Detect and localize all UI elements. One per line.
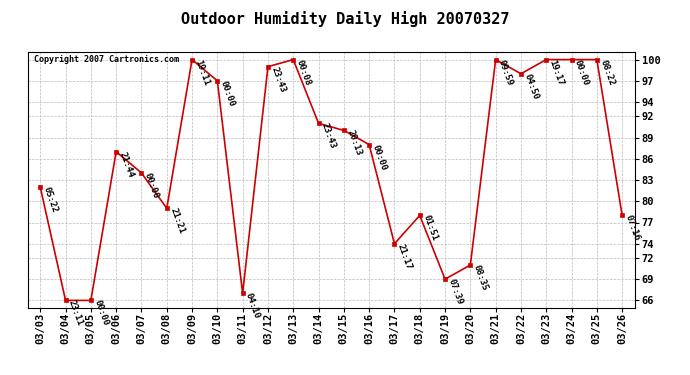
Text: 21:21: 21:21	[168, 207, 186, 235]
Text: 20:13: 20:13	[345, 129, 363, 158]
Text: 19:17: 19:17	[548, 58, 565, 87]
Text: 04:50: 04:50	[522, 72, 540, 101]
Text: 00:00: 00:00	[371, 143, 388, 171]
Text: 19:11: 19:11	[193, 58, 211, 87]
Text: 00:00: 00:00	[573, 58, 591, 87]
Text: Copyright 2007 Cartronics.com: Copyright 2007 Cartronics.com	[34, 55, 179, 64]
Text: 00:08: 00:08	[295, 58, 313, 87]
Text: 23:11: 23:11	[67, 299, 85, 327]
Text: 01:51: 01:51	[421, 214, 439, 242]
Text: 21:17: 21:17	[396, 242, 413, 271]
Text: 07:39: 07:39	[446, 278, 464, 306]
Text: 07:16: 07:16	[624, 214, 641, 242]
Text: 08:35: 08:35	[472, 264, 489, 292]
Text: 05:22: 05:22	[41, 186, 59, 214]
Text: 00:00: 00:00	[92, 299, 110, 327]
Text: Outdoor Humidity Daily High 20070327: Outdoor Humidity Daily High 20070327	[181, 11, 509, 27]
Text: 04:10: 04:10	[244, 292, 262, 320]
Text: 21:44: 21:44	[117, 150, 135, 178]
Text: 23:43: 23:43	[269, 65, 287, 94]
Text: 00:00: 00:00	[143, 171, 161, 200]
Text: 23:43: 23:43	[320, 122, 337, 150]
Text: 09:59: 09:59	[497, 58, 515, 87]
Text: 08:22: 08:22	[598, 58, 616, 87]
Text: 00:00: 00:00	[219, 80, 237, 108]
